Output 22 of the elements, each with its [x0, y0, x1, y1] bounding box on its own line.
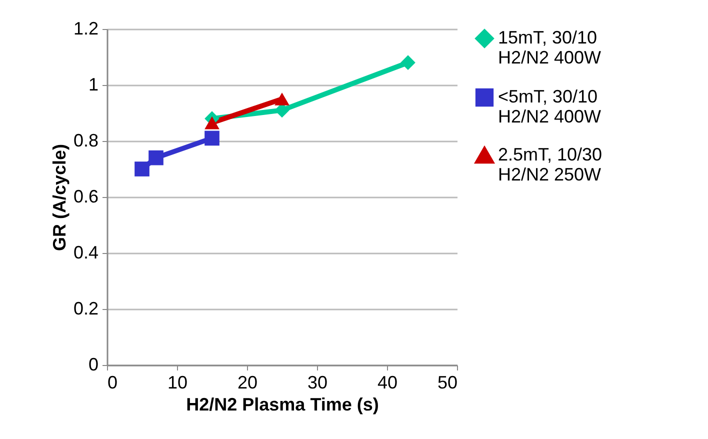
y-axis-title: GR (A/cycle) — [49, 144, 70, 252]
point — [148, 150, 164, 166]
x-tick-label: 0 — [108, 372, 118, 392]
legend-label: <5mT, 30/10 H2/N2 400W — [498, 86, 602, 126]
point — [204, 130, 220, 146]
x-tick-label: 30 — [307, 372, 328, 392]
x-tick-label: 20 — [237, 372, 258, 392]
y-tick-label: 0.6 — [73, 186, 98, 206]
x-tick-label: 50 — [437, 372, 458, 392]
x-tick-label: 40 — [377, 372, 398, 392]
y-tick-label: 1.2 — [73, 18, 98, 38]
y-tick-label: 1 — [88, 74, 98, 94]
x-tick-label: 10 — [167, 372, 188, 392]
y-tick-label: 0 — [88, 354, 98, 374]
legend-label: 15mT, 30/10 H2/N2 400W — [498, 28, 602, 68]
x-axis-title: H2/N2 Plasma Time (s) — [186, 394, 379, 414]
point — [400, 55, 416, 70]
point — [134, 162, 150, 176]
y-tick-label: 0.4 — [73, 242, 98, 262]
y-tick-label: 0.8 — [73, 130, 98, 150]
legend-label: 2.5mT, 10/30 H2/N2 250W — [498, 144, 602, 184]
y-tick-label: 0.2 — [73, 298, 98, 318]
